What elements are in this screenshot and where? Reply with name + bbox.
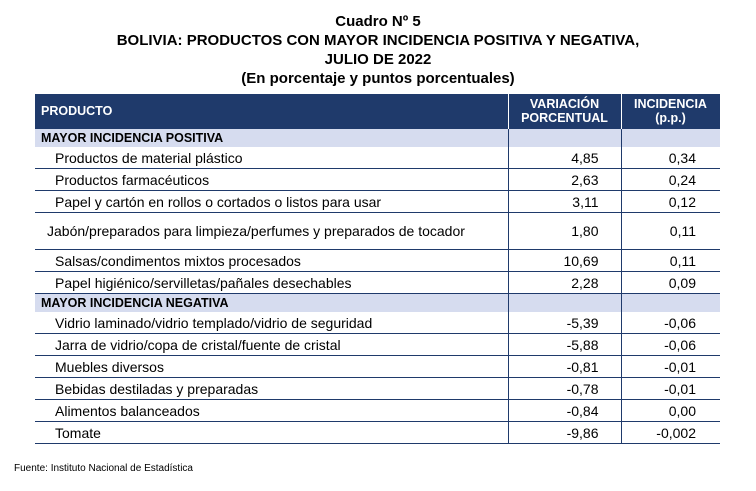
row-product: Tomate [35,421,508,444]
row-product: Jabón/preparados para limpieza/perfumes … [35,212,508,250]
row-incidence: 0,34 [620,147,720,169]
table-row: Productos de material plástico 4,85 0,34 [35,147,720,169]
row-variation: -5,88 [507,333,621,356]
header-row: PRODUCTO VARIACIÓN PORCENTUAL INCIDENCIA… [35,94,721,129]
header-product: PRODUCTO [35,94,509,129]
row-product: Jarra de vidrio/copa de cristal/fuente d… [35,333,508,356]
row-product: Papel higiénico/servilletas/pañales dese… [35,271,508,294]
header-incidence-line2: (p.p.) [655,111,686,125]
row-incidence: -0,01 [620,377,720,400]
table-row: Productos farmacéuticos 2,63 0,24 [35,168,720,191]
header-variation: VARIACIÓN PORCENTUAL [508,94,622,129]
table-row: Muebles diversos -0,81 -0,01 [35,355,720,378]
header-incidence: INCIDENCIA (p.p.) [621,94,721,129]
title-line-3: JULIO DE 2022 [324,51,432,68]
table-row: Jabón/preparados para limpieza/perfumes … [35,212,720,250]
source-note: Fuente: Instituto Nacional de Estadístic… [14,463,193,474]
table-row: Vidrio laminado/vidrio templado/vidrio d… [35,312,720,334]
header-incidence-line1: INCIDENCIA [634,97,707,111]
row-incidence: 0,00 [620,399,720,422]
title-line-4: (En porcentaje y puntos porcentuales) [241,70,515,87]
row-incidence: -0,01 [620,355,720,378]
row-variation: 3,11 [507,190,621,213]
row-incidence: -0,06 [620,312,720,334]
row-product: Alimentos balanceados [35,399,508,422]
table-row: Tomate -9,86 -0,002 [35,421,720,444]
row-variation: 4,85 [507,147,621,169]
row-variation: -0,81 [507,355,621,378]
products-table: PRODUCTO VARIACIÓN PORCENTUAL INCIDENCIA… [35,94,721,444]
row-product: Vidrio laminado/vidrio templado/vidrio d… [35,312,508,334]
row-variation: -5,39 [507,312,621,334]
row-variation: 2,28 [507,271,621,294]
title-line-1: Cuadro Nº 5 [335,13,421,30]
row-incidence: -0,002 [620,421,720,444]
row-product: Muebles diversos [35,355,508,378]
table-row: Papel higiénico/servilletas/pañales dese… [35,271,720,294]
row-product: Papel y cartón en rollos o cortados o li… [35,190,508,213]
row-incidence: 0,11 [620,249,720,272]
row-incidence: 0,11 [620,212,720,250]
row-product: Productos farmacéuticos [35,168,508,191]
row-incidence: 0,12 [620,190,720,213]
row-incidence: 0,24 [620,168,720,191]
row-incidence: -0,06 [620,333,720,356]
row-variation: -0,84 [507,399,621,422]
row-variation: 1,80 [507,212,621,250]
table-title: Cuadro Nº 5 BOLIVIA: PRODUCTOS CON MAYOR… [0,12,756,88]
row-incidence: 0,09 [620,271,720,294]
row-variation: 2,63 [507,168,621,191]
row-product: Salsas/condimentos mixtos procesados [35,249,508,272]
section-negative-label: MAYOR INCIDENCIA NEGATIVA [35,293,508,312]
section-positive: MAYOR INCIDENCIA POSITIVA [35,128,720,147]
title-line-2: BOLIVIA: PRODUCTOS CON MAYOR INCIDENCIA … [116,32,640,49]
header-variation-line1: VARIACIÓN [529,97,600,111]
row-variation: -9,86 [507,421,621,444]
table-row: Bebidas destiladas y preparadas -0,78 -0… [35,377,720,400]
table-row: Alimentos balanceados -0,84 0,00 [35,399,720,422]
section-positive-label: MAYOR INCIDENCIA POSITIVA [35,128,508,147]
row-variation: -0,78 [507,377,621,400]
row-product: Productos de material plástico [35,147,508,169]
section-negative: MAYOR INCIDENCIA NEGATIVA [35,293,720,312]
table-row: Jarra de vidrio/copa de cristal/fuente d… [35,333,720,356]
row-variation: 10,69 [507,249,621,272]
table-row: Papel y cartón en rollos o cortados o li… [35,190,720,213]
header-variation-line2: PORCENTUAL [521,111,608,125]
row-product: Bebidas destiladas y preparadas [35,377,508,400]
table-row: Salsas/condimentos mixtos procesados 10,… [35,249,720,272]
